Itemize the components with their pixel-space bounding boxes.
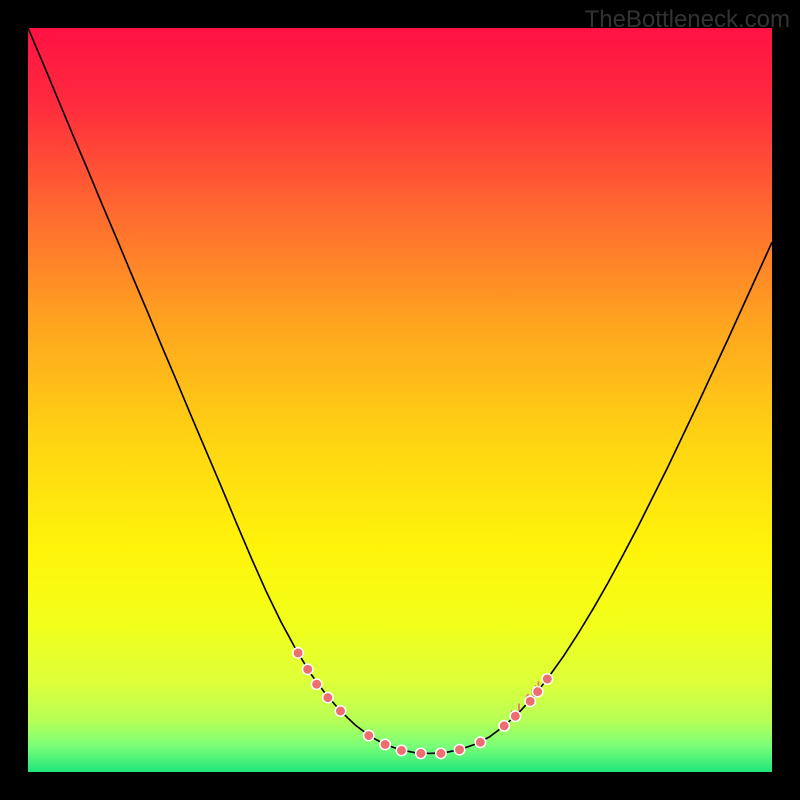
data-marker xyxy=(499,721,509,731)
data-marker xyxy=(436,748,446,758)
data-marker xyxy=(525,696,535,706)
data-marker xyxy=(510,711,520,721)
data-marker xyxy=(364,730,374,740)
watermark-text: TheBottleneck.com xyxy=(585,6,790,34)
data-marker xyxy=(293,648,303,658)
data-marker xyxy=(311,679,321,689)
data-marker xyxy=(454,744,464,754)
data-marker xyxy=(416,748,426,758)
data-marker xyxy=(542,674,552,684)
chart-container: TheBottleneck.com xyxy=(0,0,800,800)
data-markers xyxy=(28,28,772,772)
data-marker xyxy=(303,664,313,674)
data-marker xyxy=(323,692,333,702)
data-marker xyxy=(380,739,390,749)
plot-area xyxy=(28,28,772,772)
data-marker xyxy=(532,686,542,696)
data-marker xyxy=(335,706,345,716)
data-marker xyxy=(396,745,406,755)
data-marker xyxy=(475,737,485,747)
